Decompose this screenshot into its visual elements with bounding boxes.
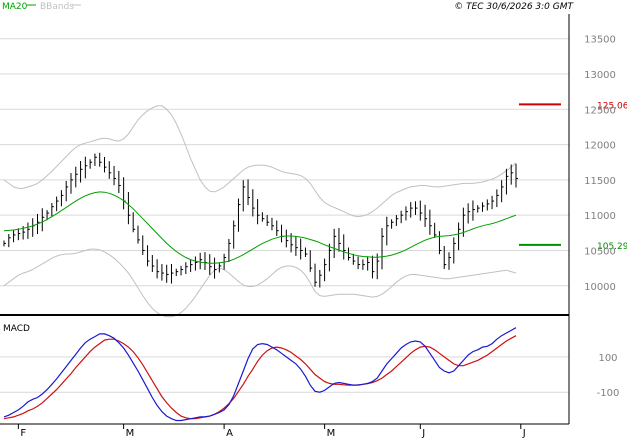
x-axis-month-label: J	[421, 428, 425, 439]
price-y-axis: 13500 13000 12500 12000 11500 11000 10500 10000	[584, 35, 616, 293]
price-levels: 125.06 105.29	[519, 101, 627, 252]
x-axis-month-label: M	[327, 428, 336, 439]
macd-line	[3, 327, 517, 422]
bollinger-upper-line	[3, 105, 517, 218]
macd-y-tick-label: 100	[598, 353, 617, 364]
bbands-legend-label: BBands	[40, 2, 74, 12]
price-gridlines	[0, 38, 569, 287]
price-bars	[3, 152, 518, 288]
ma20-legend-label: MA20	[2, 2, 28, 12]
price-y-tick-label: 13500	[584, 35, 616, 46]
price-level-label: 125.06	[597, 101, 627, 111]
macd-title: MACD	[3, 324, 30, 334]
macd-gridlines	[0, 356, 569, 393]
price-y-tick-label: 11500	[584, 176, 616, 187]
x-axis-month-label: A	[226, 428, 233, 439]
price-level-label: 105.29	[597, 242, 627, 252]
price-y-tick-label: 12000	[584, 141, 616, 152]
x-axis-month-label: F	[20, 428, 26, 439]
copyright-text: © TEC 30/6/2026 3:0 GMT	[454, 2, 574, 12]
macd-signal-line	[3, 335, 517, 420]
price-y-tick-label: 10500	[584, 246, 616, 257]
ma20-line-group	[3, 191, 517, 264]
price-y-tick-label: 11000	[584, 211, 616, 222]
macd-lines	[3, 327, 517, 422]
bollinger-bands	[3, 105, 517, 318]
price-y-tick-label: 12500	[584, 105, 616, 116]
macd-y-tick-label: -100	[597, 388, 620, 399]
chart-frame	[0, 14, 570, 425]
price-y-tick-label: 13000	[584, 70, 616, 81]
bollinger-lower-line	[3, 248, 517, 318]
x-axis-month-label: J	[522, 428, 526, 439]
macd-y-axis: 100 -100	[597, 353, 620, 399]
x-axis-month-label: M	[126, 428, 135, 439]
price-y-tick-label: 10000	[584, 282, 616, 293]
ma20-line	[3, 191, 517, 264]
